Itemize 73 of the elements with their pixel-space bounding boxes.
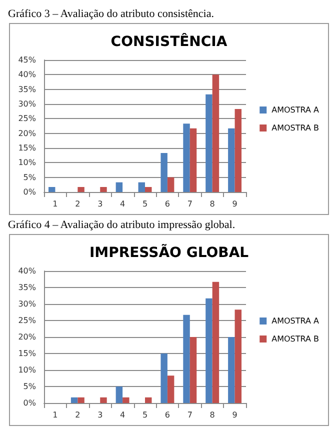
bar <box>228 128 235 192</box>
bar <box>190 128 197 192</box>
bar <box>70 397 78 403</box>
y-tick-label: 5% <box>23 172 36 182</box>
x-tick-label: 1 <box>52 200 58 208</box>
bar <box>100 187 107 192</box>
y-tick-label: 0% <box>23 398 36 408</box>
bar <box>212 74 220 192</box>
bar <box>78 397 84 403</box>
y-tick-label: 30% <box>18 100 36 108</box>
y-tick-label: 40% <box>18 70 36 80</box>
bar <box>78 187 84 192</box>
y-tick-label: 25% <box>18 316 36 325</box>
y-tick-label: 35% <box>18 84 36 94</box>
y-tick-label: 10% <box>18 158 36 168</box>
y-tick-label: 20% <box>18 128 36 138</box>
text: Gráfico 4 – Avaliação do atributo impressão global. <box>8 219 236 233</box>
x-tick-label: 9 <box>232 410 238 420</box>
y-tick-label: 45% <box>18 56 36 64</box>
bar <box>190 337 197 403</box>
bar <box>167 177 174 192</box>
y-tick-label: 15% <box>18 144 36 152</box>
x-tick-label: 9 <box>232 200 238 208</box>
y-tick-label: 5% <box>23 382 36 391</box>
legend-label: AMOSTRA A <box>272 106 320 114</box>
x-tick-label: 6 <box>164 410 170 420</box>
x-tick-label: 4 <box>120 200 126 208</box>
bar <box>212 282 220 403</box>
y-tick-label: 10% <box>18 366 36 374</box>
bar <box>228 337 235 403</box>
y-tick-label: 20% <box>18 332 36 342</box>
bar <box>122 397 130 403</box>
x-tick-label: 8 <box>210 410 215 420</box>
x-tick-label: 5 <box>142 410 148 420</box>
bar <box>138 182 145 192</box>
bar <box>100 397 107 403</box>
y-tick-label: 40% <box>18 266 36 276</box>
y-tick-label: 15% <box>18 349 36 358</box>
bar <box>160 354 168 403</box>
text: Gráfico 3 – Avaliação do atributo consistência. <box>8 8 215 22</box>
x-tick-label: 7 <box>187 410 192 420</box>
bar <box>167 376 174 403</box>
bar <box>116 182 123 192</box>
bar <box>145 397 152 403</box>
x-tick-label: 5 <box>142 200 148 208</box>
bar <box>116 386 123 403</box>
legend-label: AMOSTRA A <box>272 316 320 326</box>
bar <box>234 310 242 403</box>
bar <box>234 108 242 192</box>
x-tick-label: 1 <box>52 410 58 420</box>
bar <box>183 124 190 192</box>
x-tick-label: 2 <box>75 200 80 208</box>
bar <box>48 187 56 192</box>
bar <box>183 314 190 403</box>
x-tick-label: 7 <box>187 200 192 208</box>
bar <box>160 152 168 192</box>
x-tick-label: 3 <box>98 200 103 208</box>
x-tick-label: 2 <box>75 410 80 420</box>
y-tick-label: 35% <box>18 283 36 292</box>
chart-title: CONSISTÊNCIA <box>110 33 228 50</box>
y-tick-label: 30% <box>18 300 36 308</box>
x-tick-label: 3 <box>98 410 103 420</box>
bar <box>145 187 152 192</box>
bar <box>206 298 212 403</box>
y-tick-label: 25% <box>18 114 36 124</box>
x-tick-label: 6 <box>164 200 170 208</box>
x-tick-label: 4 <box>120 410 126 420</box>
y-tick-label: 0% <box>23 188 36 196</box>
x-tick-label: 8 <box>210 200 215 208</box>
bar <box>206 94 212 192</box>
legend-label: AMOSTRA B <box>272 334 319 344</box>
legend-label: AMOSTRA B <box>272 124 319 132</box>
chart-title: IMPRESSÃO GLOBAL <box>89 243 249 261</box>
